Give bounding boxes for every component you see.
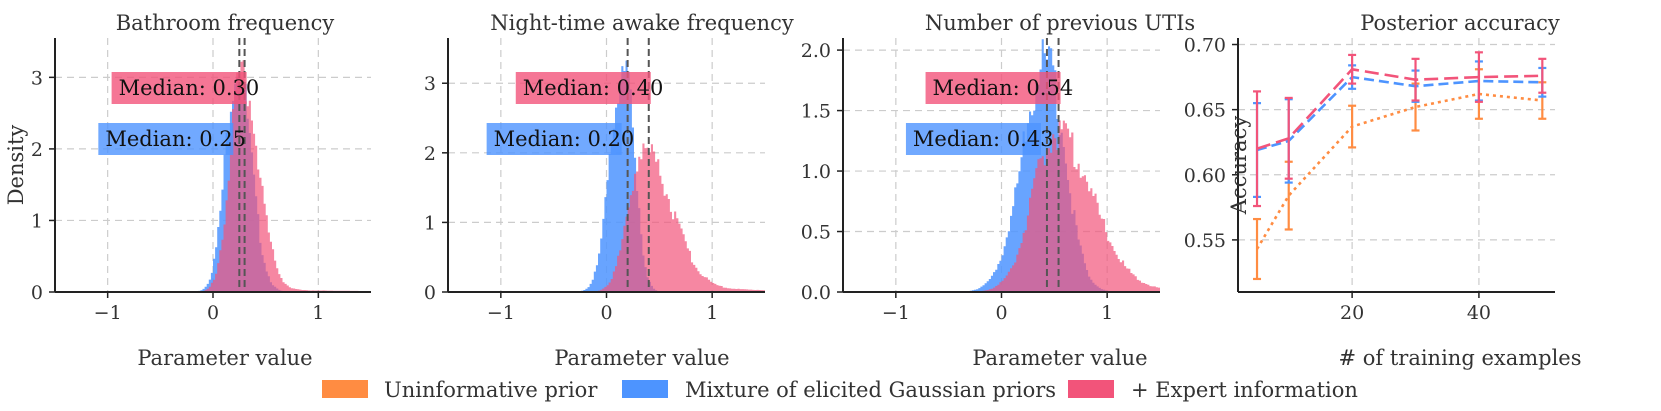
- panel-2-title: Night-time awake frequency: [490, 11, 794, 35]
- y-tick-label: 2: [31, 139, 43, 161]
- x-tick-label: 0: [207, 302, 219, 324]
- legend: Uninformative prior Mixture of elicited …: [322, 378, 1358, 402]
- panel-4-plot-area: 20 40 0.55 0.60 0.65 0.70: [1184, 35, 1555, 324]
- legend-item-expert: + Expert information: [1068, 378, 1358, 402]
- median-label-elicited: Median: 0.20: [494, 127, 635, 151]
- median-box-elicited: [905, 123, 1041, 155]
- median-label-elicited: Median: 0.25: [105, 127, 246, 151]
- x-tick-label: 1: [706, 302, 718, 324]
- median-box-elicited: [98, 123, 234, 155]
- x-tick-label: 1: [312, 302, 324, 324]
- legend-label-uninformative: Uninformative prior: [384, 378, 598, 402]
- histogram-expert: [448, 143, 765, 292]
- y-tick-label: 1: [424, 212, 436, 234]
- x-tick-label: 0: [995, 302, 1007, 324]
- y-tick-label: 1.5: [801, 101, 831, 123]
- panel-posterior-accuracy: Posterior accuracy 20 400.550.600.650.70 …: [1184, 11, 1582, 370]
- x-tick-label: 40: [1467, 302, 1491, 324]
- panel-4-xlabel: # of training examples: [1338, 346, 1581, 370]
- y-tick-label: 0.55: [1184, 230, 1226, 252]
- legend-label-elicited: Mixture of elicited Gaussian priors: [685, 378, 1056, 402]
- series-line-elicited: [1256, 75, 1543, 152]
- median-box-elicited: [486, 123, 622, 155]
- median-label-expert: Median: 0.54: [933, 76, 1074, 100]
- y-tick-label: 0.65: [1184, 100, 1226, 122]
- legend-item-elicited: Mixture of elicited Gaussian priors: [622, 378, 1056, 402]
- panel-4-ylabel: Accuracy: [1227, 116, 1251, 216]
- median-label-elicited: Median: 0.43: [913, 127, 1054, 151]
- legend-swatch-uninformative: [322, 380, 368, 398]
- y-tick-label: 2.0: [801, 40, 831, 62]
- panel-1-ylabel: Density: [4, 125, 28, 206]
- series-line-expert: [1256, 67, 1543, 150]
- panel-number-of-previous-utis: Number of previous UTIs Median: 0.54Medi…: [801, 11, 1195, 370]
- panel-night-time-awake-frequency: Night-time awake frequency Median: 0.40M…: [424, 11, 794, 370]
- x-tick-label: −1: [882, 302, 910, 324]
- panel-3-plot-area: Median: 0.54 Median: 0.43 −1 0 1 0.0 0.5 1.0 1.5…: [801, 38, 1160, 324]
- panel-1-title: Bathroom frequency: [116, 11, 335, 35]
- y-tick-label: 2: [424, 143, 436, 165]
- histogram-elicited: [448, 60, 765, 292]
- y-tick-label: 1: [31, 210, 43, 232]
- series-line-uninformative: [1255, 92, 1543, 250]
- x-tick-label: 0: [600, 302, 612, 324]
- median-box-expert: [515, 72, 651, 104]
- panel-2-plot-area: Median: 0.40 Median: 0.20 −1 0 1 0 1 2 3: [424, 38, 765, 324]
- panel-3-xlabel: Parameter value: [972, 346, 1147, 370]
- y-tick-label: 0.70: [1184, 35, 1226, 57]
- x-tick-label: 20: [1340, 302, 1364, 324]
- median-box-expert: [111, 72, 247, 104]
- y-tick-label: 3: [424, 73, 436, 95]
- y-tick-label: 1.0: [801, 161, 831, 183]
- median-label-expert: Median: 0.40: [523, 76, 664, 100]
- y-tick-label: 3: [31, 67, 43, 89]
- median-label-expert: Median: 0.30: [119, 76, 260, 100]
- panel-1-plot-area: Median: 0.30 Median: 0.25 −1 0 1 0 1 2 3: [31, 38, 371, 324]
- panel-2-xlabel: Parameter value: [554, 346, 729, 370]
- y-tick-label: 0.0: [801, 282, 831, 304]
- legend-label-expert: + Expert information: [1131, 378, 1358, 402]
- median-box-expert: [925, 72, 1061, 104]
- x-tick-label: −1: [94, 302, 122, 324]
- legend-swatch-expert: [1068, 380, 1114, 398]
- histogram-expert: [843, 120, 1160, 293]
- legend-swatch-elicited: [622, 380, 668, 398]
- y-tick-label: 0.60: [1184, 165, 1226, 187]
- legend-item-uninformative: Uninformative prior: [322, 378, 598, 402]
- panel-3-title: Number of previous UTIs: [925, 11, 1195, 35]
- y-tick-label: 0: [31, 282, 43, 304]
- y-tick-label: 0: [424, 282, 436, 304]
- panel-1-xlabel: Parameter value: [137, 346, 312, 370]
- x-tick-label: 1: [1101, 302, 1113, 324]
- panel-4-title: Posterior accuracy: [1360, 11, 1560, 35]
- y-tick-label: 0.5: [801, 222, 831, 244]
- x-tick-label: −1: [487, 302, 515, 324]
